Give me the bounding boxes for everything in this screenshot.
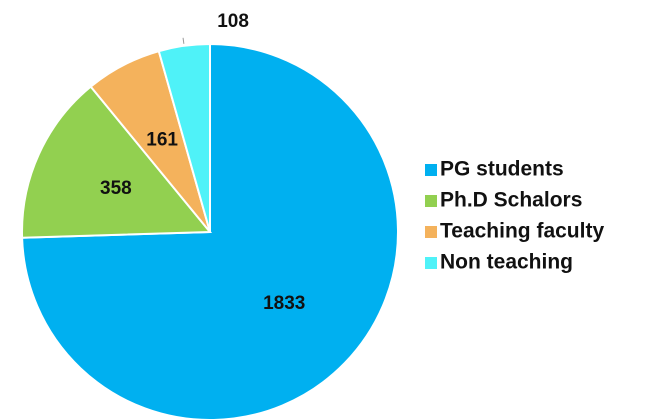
data-label: 161 bbox=[146, 129, 178, 150]
legend-label: Non teaching bbox=[440, 251, 573, 274]
legend-marker bbox=[425, 195, 437, 207]
pie-slice bbox=[157, 42, 211, 233]
legend-marker bbox=[425, 257, 437, 269]
data-label: 108 bbox=[217, 11, 249, 32]
data-label: 358 bbox=[100, 178, 132, 199]
pie-slice bbox=[21, 85, 213, 239]
legend-label: Ph.D Schalors bbox=[440, 189, 582, 212]
legend-marker bbox=[425, 226, 437, 238]
legend-label: Teaching faculty bbox=[440, 220, 604, 243]
legend-marker bbox=[425, 164, 437, 176]
data-label: 1833 bbox=[263, 293, 305, 314]
leader-line bbox=[182, 37, 185, 44]
legend-label: PG students bbox=[440, 158, 564, 181]
